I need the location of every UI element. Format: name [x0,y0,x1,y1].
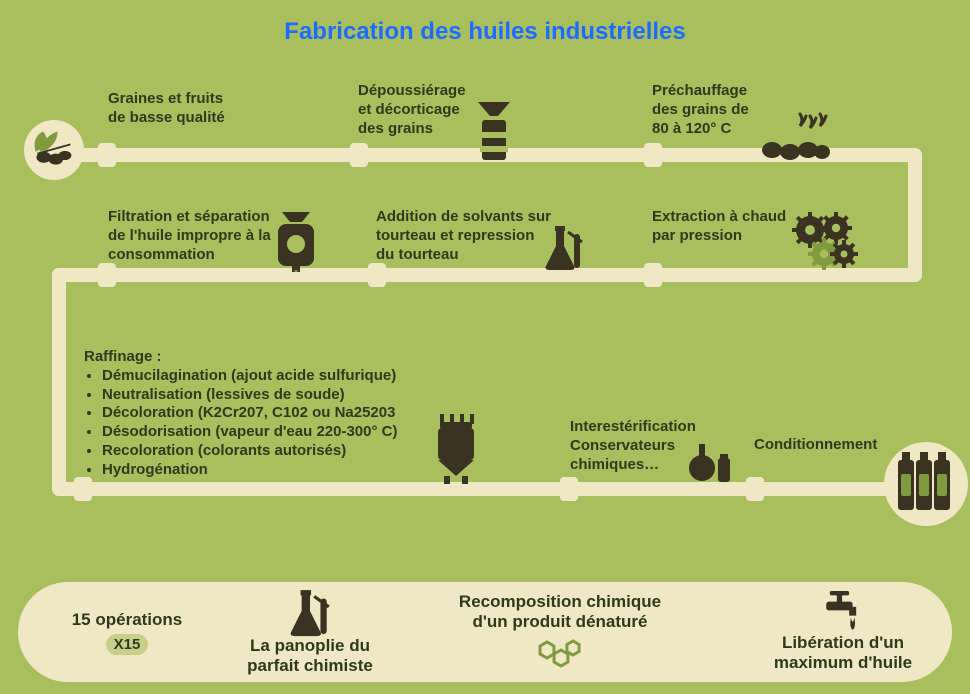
flask-tube-icon [287,588,333,634]
flask-jar-icon [688,440,734,484]
step-label-s1: Graines et fruitsde basse qualité [108,90,225,128]
footer-panel: 15 opérationsX15La panoplie duparfait ch… [18,582,952,682]
step-label-s4: Extraction à chaudpar pression [652,208,786,246]
olives-icon [30,126,76,172]
grinder-icon [468,102,520,166]
step-label-s5: Addition de solvants surtourteau et repr… [376,208,551,264]
step-label-s6: Filtration et séparationde l'huile impro… [108,208,271,264]
step-label-s2: Dépoussiérageet décorticagedes grains [358,82,466,138]
molecule-icon [535,636,585,672]
step-label-s8: InterestérificationConservateurschimique… [570,418,696,474]
tap-icon [821,591,865,631]
operations-badge: X15 [106,634,149,655]
step-label-s9: Conditionnement [754,436,877,455]
footer-item-3: Libération d'unmaximum d'huile [738,582,948,682]
filter-jar-icon [272,210,320,272]
step-label-s3: Préchauffagedes grains de80 à 120° C [652,82,749,138]
heat-seeds-icon [760,112,830,160]
flask-tube-icon [542,224,586,272]
page-title: Fabrication des huiles industrielles [0,18,970,46]
footer-item-2: Recomposition chimiqued'un produit dénat… [410,582,710,682]
bottles-icon [894,450,956,512]
step-label-s7: Raffinage :Démucilagination (ajout acide… [84,348,398,479]
gears-icon [790,210,858,274]
footer-item-1: La panoplie duparfait chimiste [210,582,410,682]
refinery-icon [430,414,482,484]
footer-item-0: 15 opérationsX15 [52,582,202,682]
